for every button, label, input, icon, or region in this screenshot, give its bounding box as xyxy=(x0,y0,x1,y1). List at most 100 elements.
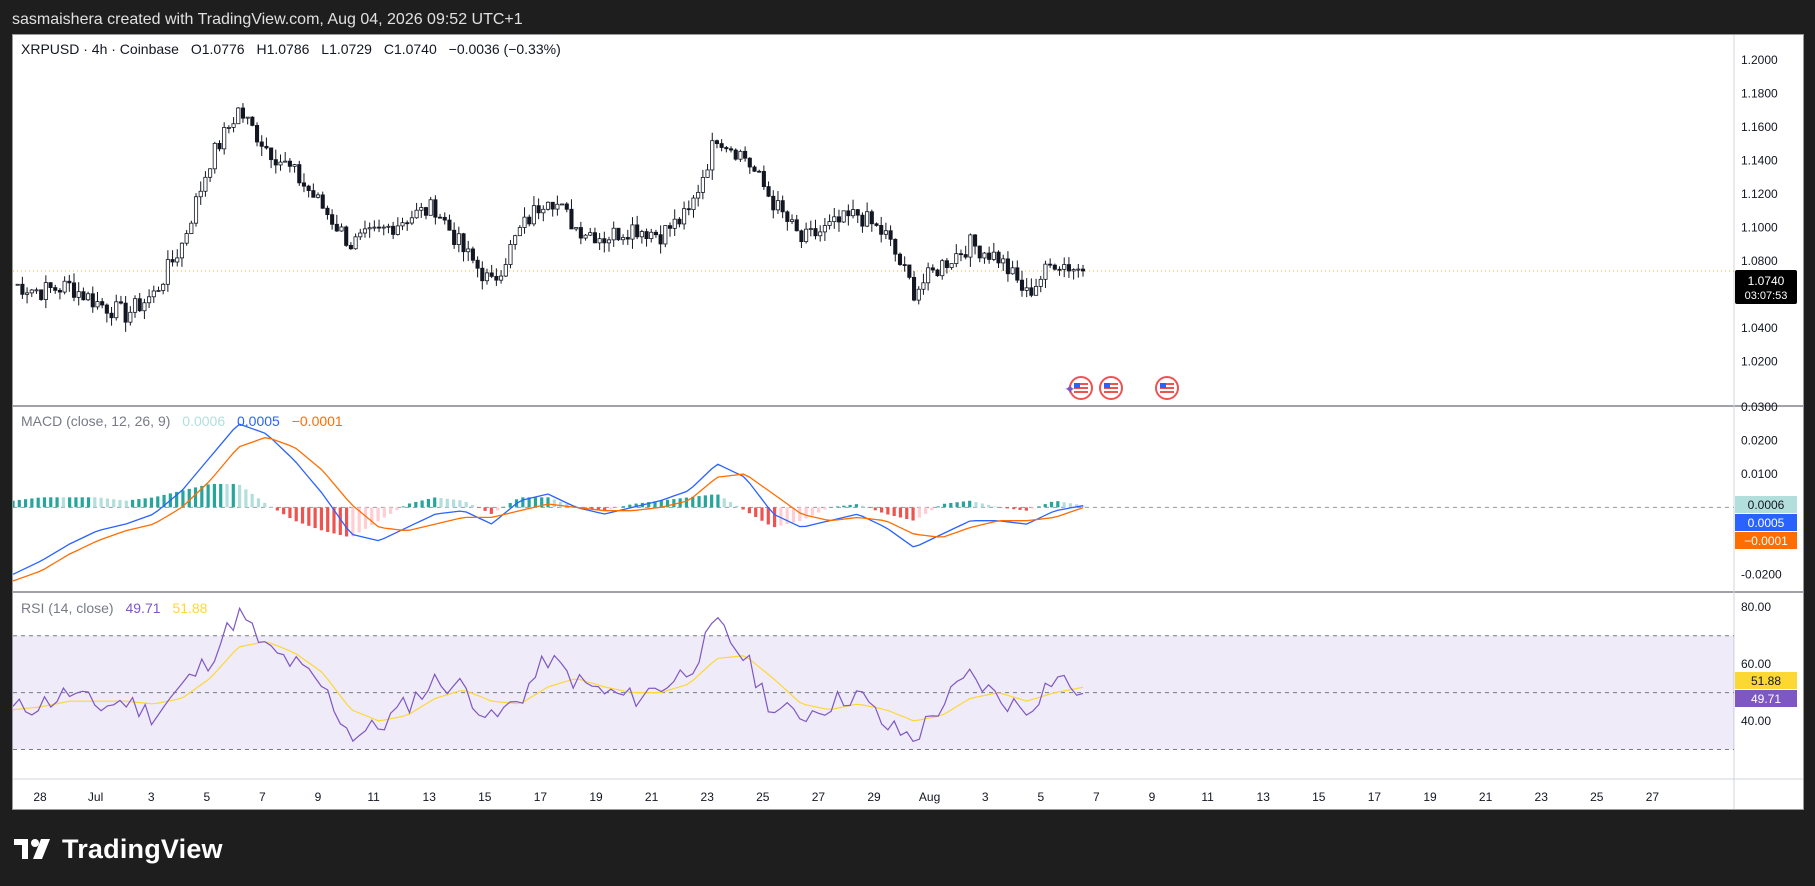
macd-hist-bar xyxy=(898,507,903,518)
candle-body xyxy=(306,185,311,191)
macd-hist-bar xyxy=(55,497,59,508)
rsi-tick-label: 60.00 xyxy=(1741,657,1771,671)
economic-events[interactable]: ✦ xyxy=(1064,376,1179,400)
us-flag-icon[interactable] xyxy=(1155,376,1179,400)
macd-hist-bar xyxy=(477,507,481,508)
sparkle-icon[interactable]: ✦ xyxy=(1064,381,1076,397)
candle-body xyxy=(81,291,86,301)
rsi-legend[interactable]: RSI (14, close) 49.71 51.88 xyxy=(21,600,208,616)
candle-body xyxy=(508,244,513,265)
macd-hist-bar xyxy=(772,507,777,528)
candle-body xyxy=(142,302,147,312)
macd-hist-bar xyxy=(200,485,204,508)
macd-hist-bar xyxy=(401,506,405,508)
main-legend[interactable]: XRPUSD · 4h · Coinbase O1.0776 H1.0786 L… xyxy=(21,41,561,57)
macd-hist-bar xyxy=(124,500,128,508)
candle-body xyxy=(991,251,996,260)
macd-hist-bar xyxy=(162,494,166,508)
time-tick-label: 21 xyxy=(645,790,659,804)
macd-value: 0.0005 xyxy=(237,413,280,429)
candle-body xyxy=(400,222,405,227)
signal-tag: −0.0001 xyxy=(1744,534,1788,548)
signal-value: −0.0001 xyxy=(292,413,343,429)
candle-body xyxy=(836,216,842,223)
time-tick-label: 9 xyxy=(315,790,322,804)
candle-body xyxy=(259,141,264,147)
macd-hist-bar xyxy=(798,507,802,522)
candle-body xyxy=(179,242,184,259)
macd-hist-bar xyxy=(175,491,179,508)
candle-body xyxy=(649,231,654,239)
time-axis[interactable]: 28 Jul 3 5 7 9 11 13 15 17 19 21 23 25 27 29 Aug 3 5 7 9 11 13… xyxy=(33,790,1659,804)
macd-hist-bar xyxy=(1075,504,1079,508)
macd-hist-bar xyxy=(942,503,947,508)
candle-body xyxy=(470,248,475,261)
candle-body xyxy=(405,222,410,225)
macd-legend[interactable]: MACD (close, 12, 26, 9) 0.0006 0.0005 −0… xyxy=(21,413,343,429)
candle-body xyxy=(865,211,870,227)
candle-body xyxy=(1005,258,1010,275)
candle-body xyxy=(208,168,213,178)
candle-body xyxy=(381,226,386,229)
macd-hist-bar xyxy=(647,502,651,508)
us-flag-icon[interactable] xyxy=(1069,376,1093,400)
time-tick-label: Jul xyxy=(88,790,103,804)
us-flag-icon[interactable] xyxy=(1099,376,1123,400)
macd-hist-bar xyxy=(269,506,273,508)
open-value: 1.0776 xyxy=(202,41,245,57)
candle-body xyxy=(137,298,142,312)
candle-body xyxy=(118,301,123,304)
macd-hist-bar xyxy=(439,497,443,508)
candle-body xyxy=(301,182,307,187)
macd-hist-bar xyxy=(527,497,531,508)
macd-line xyxy=(12,423,1084,575)
candle-body xyxy=(377,226,382,229)
candle-body xyxy=(287,160,292,167)
candle-body xyxy=(644,231,649,239)
macd-hist-bar xyxy=(949,502,953,508)
macd-hist-bar xyxy=(433,497,437,508)
candle-body xyxy=(34,289,39,292)
macd-hist-bar xyxy=(74,497,78,508)
macd-hist-bar xyxy=(710,494,714,508)
macd-hist-bar xyxy=(615,507,619,508)
candle-body xyxy=(15,283,20,286)
candle-body xyxy=(954,253,959,264)
macd-hist-bar xyxy=(275,507,279,511)
candle-body xyxy=(128,311,133,323)
candle-body xyxy=(189,222,194,234)
macd-hist-bar xyxy=(1031,507,1035,509)
macd-hist-bar xyxy=(112,499,116,508)
time-tick-label: 15 xyxy=(478,790,492,804)
candle-body xyxy=(630,224,635,240)
time-tick-label: 17 xyxy=(1368,790,1382,804)
macd-hist-bar xyxy=(854,504,859,508)
candle-body xyxy=(391,225,396,235)
macd-hist-bar xyxy=(1005,507,1010,509)
macd-hist-bar xyxy=(842,505,846,508)
symbol-label: XRPUSD · 4h · Coinbase xyxy=(21,41,179,57)
macd-hist-bar xyxy=(11,500,15,508)
candle-body xyxy=(588,232,593,236)
chart-canvas[interactable]: 1.2000 1.1800 1.1600 1.1400 1.1200 1.1000 1.08… xyxy=(11,35,1803,809)
candle-body xyxy=(822,225,827,233)
candle-body xyxy=(433,199,438,218)
macd-hist-bar xyxy=(558,501,563,508)
candle-body xyxy=(921,282,926,290)
macd-hist-bar xyxy=(1062,502,1066,508)
candle-body xyxy=(100,301,105,306)
macd-hist-bar xyxy=(496,507,500,511)
macd-hist-bar xyxy=(17,499,21,508)
candle-body xyxy=(339,226,344,232)
time-tick-label: 27 xyxy=(812,790,826,804)
price-tick-label: 1.2000 xyxy=(1741,53,1778,67)
macd-hist-bar xyxy=(1024,507,1028,511)
candle-body xyxy=(254,125,260,143)
time-tick-label: 9 xyxy=(1149,790,1156,804)
macd-hist-bar xyxy=(351,507,355,537)
macd-hist-bar xyxy=(980,503,984,508)
macd-hist-bar xyxy=(288,507,292,518)
macd-hist-bar xyxy=(628,504,632,508)
candle-body xyxy=(330,214,335,225)
macd-hist-bar xyxy=(596,507,600,511)
